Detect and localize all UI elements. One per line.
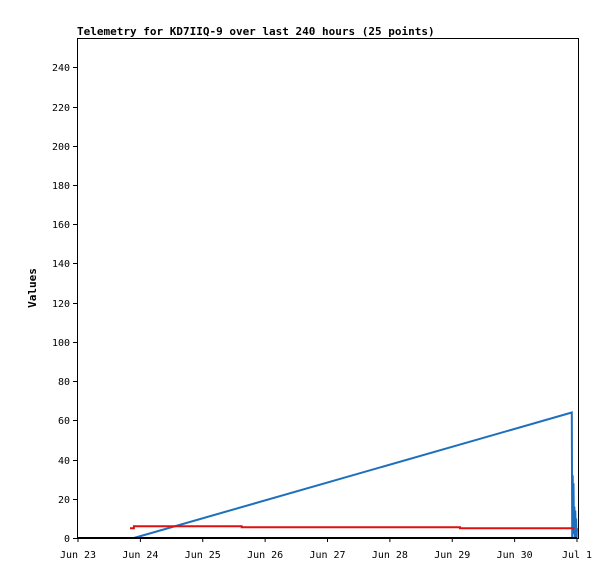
x-tick-label: Jun 25 (185, 550, 221, 561)
y-axis-label: Values (26, 268, 39, 308)
y-tick-label: 200 (52, 142, 70, 153)
x-tick-label: Jun 30 (497, 550, 533, 561)
x-tick-label: Jun 26 (247, 550, 283, 561)
x-tick-label: Jun 28 (372, 550, 408, 561)
y-tick-label: 20 (58, 495, 70, 506)
chart-title: Telemetry for KD7IIQ-9 over last 240 hou… (77, 25, 435, 38)
series-line-2 (130, 525, 575, 530)
y-tick-label: 120 (52, 299, 70, 310)
series-line-1 (133, 411, 578, 539)
x-tick-label: Jun 29 (434, 550, 470, 561)
y-tick-label: 240 (52, 63, 70, 74)
series-layer (78, 411, 578, 539)
y-tick-label: 180 (52, 181, 70, 192)
x-tick-label: Jul 1 (562, 550, 592, 561)
y-axis: 0 20 40 60 80 100 120 140 160 180 200 220 240 (52, 63, 77, 545)
x-tick-label: Jun 27 (309, 550, 345, 561)
x-tick-label: Jun 24 (122, 550, 158, 561)
y-tick-label: 40 (58, 456, 70, 467)
y-tick-label: 80 (58, 377, 70, 388)
y-tick-label: 60 (58, 416, 70, 427)
plot-area (77, 38, 579, 539)
y-tick-label: 100 (52, 338, 70, 349)
x-tick-label: Jun 23 (60, 550, 96, 561)
y-tick-label: 160 (52, 220, 70, 231)
y-tick-label: 0 (64, 534, 70, 545)
y-tick-label: 220 (52, 103, 70, 114)
x-axis: Jun 23 Jun 24 Jun 25 Jun 26 Jun 27 Jun 28 Jun … (60, 538, 592, 561)
y-tick-label: 140 (52, 259, 70, 270)
